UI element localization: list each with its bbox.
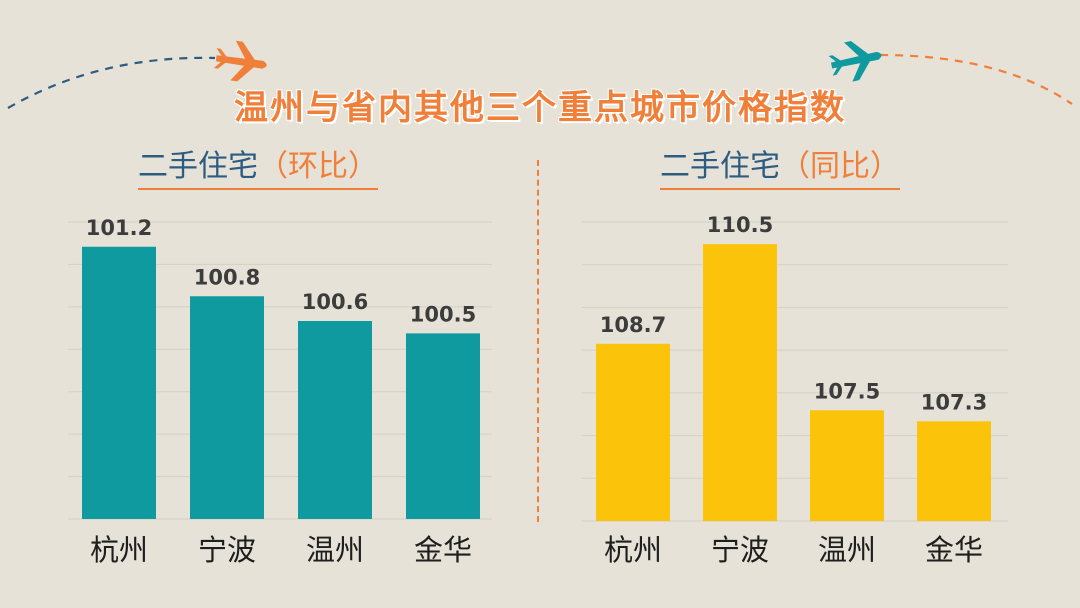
category-label: 杭州: [90, 533, 148, 567]
airplane-icon: [828, 41, 882, 82]
bar-温州: [298, 321, 372, 519]
category-label: 宁波: [198, 533, 256, 567]
category-label: 宁波: [711, 533, 769, 567]
page-title: 温州与省内其他三个重点城市价格指数: [234, 88, 846, 128]
category-label: 金华: [925, 533, 983, 567]
bar-温州: [810, 410, 884, 521]
left-dashed-arc: [7, 56, 216, 109]
bar-金华: [406, 333, 480, 519]
airplane-icon: [213, 40, 267, 82]
data-label: 100.8: [194, 265, 260, 289]
data-label: 100.5: [410, 302, 476, 326]
chart-divider: [537, 160, 539, 522]
bar-金华: [917, 421, 991, 521]
subtitle-qualifier: （同比）: [780, 149, 900, 184]
category-label: 温州: [306, 533, 364, 567]
bar-宁波: [703, 244, 777, 522]
bar-宁波: [190, 296, 264, 519]
data-label: 100.6: [302, 290, 368, 314]
data-label: 107.5: [814, 379, 880, 403]
category-label: 温州: [818, 533, 876, 567]
bar-杭州: [596, 343, 670, 521]
bar-杭州: [82, 246, 156, 519]
subtitle-qualifier: （环比）: [258, 149, 378, 184]
data-label: 101.2: [86, 216, 152, 240]
subtitle-main-text: 二手住宅: [660, 149, 780, 184]
data-label: 107.3: [921, 390, 987, 414]
right-dashed-arc: [879, 53, 1073, 105]
data-label: 108.7: [600, 313, 666, 337]
subtitle-main-text: 二手住宅: [138, 149, 258, 184]
chart-subtitle-yoy: 二手住宅（同比）: [660, 148, 900, 190]
data-label: 110.5: [707, 213, 773, 237]
category-label: 金华: [414, 533, 472, 567]
category-label: 杭州: [604, 533, 662, 567]
chart-subtitle-mom: 二手住宅（环比）: [138, 148, 378, 190]
